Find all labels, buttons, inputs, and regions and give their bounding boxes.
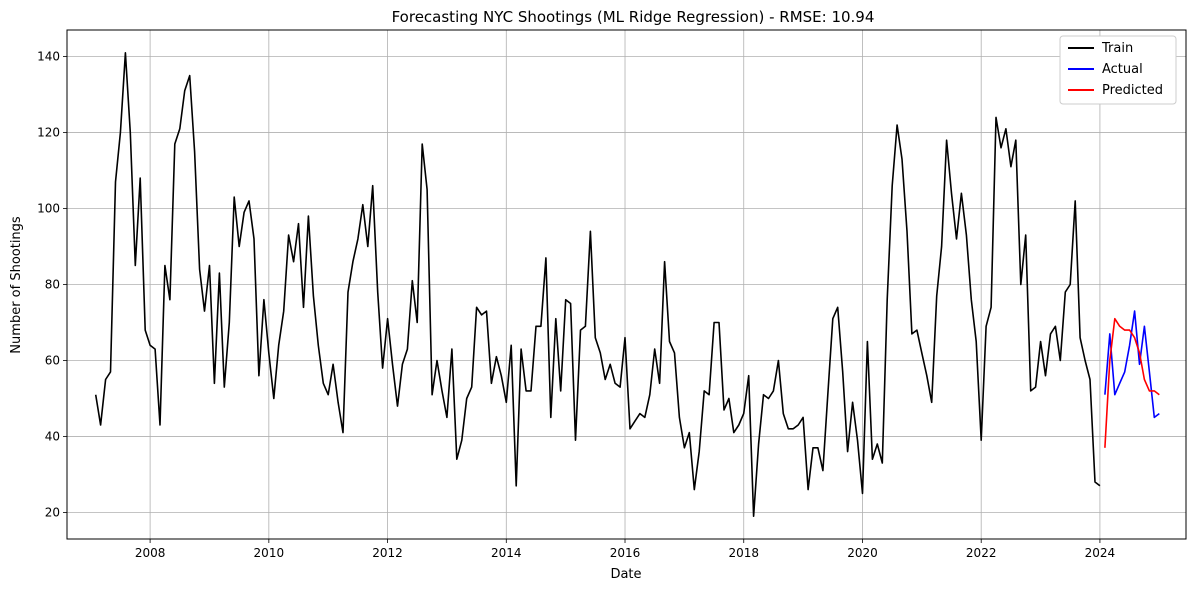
legend-label-actual: Actual — [1102, 62, 1143, 77]
series-layer — [94, 51, 1160, 518]
x-axis-ticks: 2008 2010 2012 2014 2016 2018 2020 2022 2024 — [135, 539, 1115, 560]
x-tick-label: 2014 — [491, 546, 522, 560]
x-tick-label: 2016 — [610, 546, 641, 560]
grid-lines — [67, 30, 1186, 539]
x-tick-label: 2022 — [966, 546, 997, 560]
x-tick-label: 2024 — [1085, 546, 1116, 560]
series-line-actual — [1104, 310, 1160, 419]
y-axis-label: Number of Shootings — [9, 216, 24, 354]
chart-title: Forecasting NYC Shootings (ML Ridge Regr… — [392, 8, 875, 26]
legend-label-predicted: Predicted — [1102, 83, 1163, 98]
legend-box — [1059, 35, 1177, 105]
x-tick-label: 2012 — [372, 546, 403, 560]
x-tick-label: 2018 — [728, 546, 759, 560]
series-line-predicted — [1104, 317, 1160, 448]
x-tick-label: 2010 — [254, 546, 285, 560]
y-tick-label: 40 — [45, 429, 60, 443]
series-line-train — [94, 51, 1101, 518]
x-tick-label: 2008 — [135, 546, 166, 560]
y-tick-label: 20 — [45, 505, 60, 519]
y-tick-label: 80 — [45, 278, 60, 292]
x-tick-label: 2020 — [847, 546, 878, 560]
y-tick-label: 140 — [37, 50, 60, 64]
y-tick-label: 60 — [45, 353, 60, 367]
y-axis-ticks: 20 40 60 80 100 120 140 — [37, 50, 67, 519]
legend-label-train: Train — [1101, 41, 1133, 56]
x-axis-label: Date — [610, 567, 641, 582]
legend: Train Actual Predicted — [1059, 35, 1177, 105]
y-tick-label: 100 — [37, 202, 60, 216]
y-tick-label: 120 — [37, 126, 60, 140]
